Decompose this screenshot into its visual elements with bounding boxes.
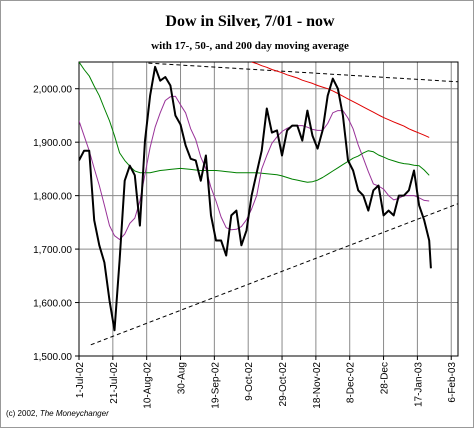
chart-subtitle: with 17-, 50-, and 200 day moving averag…	[151, 40, 349, 52]
x-tick-label: 19-Sep-02	[210, 362, 221, 409]
chart-title: Dow in Silver, 7/01 - now	[165, 13, 335, 30]
x-tick-label: 30-Aug	[177, 362, 188, 394]
x-tick-label: 17-Jan-03	[413, 362, 424, 407]
copyright: (c) 2002, The Moneychanger	[6, 409, 109, 418]
x-tick-label: 18-Nov-02	[312, 362, 323, 409]
x-tick-label: 28-Dec	[380, 362, 391, 394]
trend-line	[148, 62, 458, 83]
x-tick-label: 9-Oct-02	[244, 362, 255, 401]
plot-lines	[79, 62, 458, 346]
x-tick-label: 10-Aug-02	[143, 362, 154, 409]
y-tick-label: 1,600.00	[33, 299, 72, 310]
trend-line	[90, 203, 458, 346]
y-tick-label: 1,800.00	[33, 192, 72, 203]
series-line	[251, 62, 430, 138]
plot-area	[78, 61, 459, 357]
copyright-year: (c) 2002,	[6, 409, 38, 418]
x-tick-label: 21-Jul-02	[109, 362, 120, 404]
y-tick-label: 2,000.00	[33, 85, 72, 96]
x-tick-label: 8-Dec-02	[346, 362, 357, 404]
x-tick-label: 29-Oct-02	[278, 362, 289, 407]
copyright-source: The Moneychanger	[40, 409, 109, 418]
series-line	[79, 65, 432, 332]
x-tick-label: 6-Feb-03	[447, 362, 458, 403]
x-tick-label: 1-Jul-02	[75, 362, 86, 399]
y-tick-label: 1,500.00	[33, 352, 72, 363]
y-tick-label: 1,900.00	[33, 138, 72, 149]
series-line	[79, 62, 430, 183]
y-tick-label: 1,700.00	[33, 245, 72, 256]
